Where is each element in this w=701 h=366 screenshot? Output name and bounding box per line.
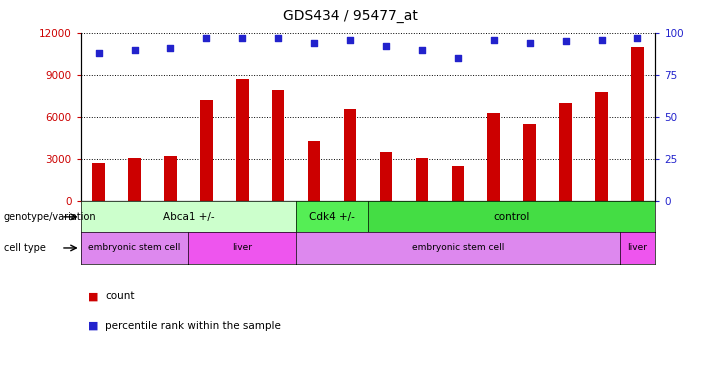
Point [596, 37, 607, 42]
Bar [343, 109, 356, 201]
Point [381, 44, 392, 49]
Point [416, 47, 428, 53]
Point [344, 37, 355, 42]
Bar [595, 92, 608, 201]
Bar [236, 79, 249, 201]
Bar [164, 156, 177, 201]
Bar [487, 113, 500, 201]
Text: cell type: cell type [4, 243, 46, 253]
Bar [128, 158, 141, 201]
Text: liver: liver [232, 243, 252, 253]
Text: ■: ■ [88, 321, 98, 331]
Point [452, 55, 463, 61]
Point [129, 47, 140, 53]
Text: genotype/variation: genotype/variation [4, 212, 96, 222]
Text: ■: ■ [88, 291, 98, 302]
Point [165, 45, 176, 51]
Point [237, 35, 248, 41]
Bar [631, 47, 644, 201]
Text: Cdk4 +/-: Cdk4 +/- [309, 212, 355, 222]
Text: count: count [105, 291, 135, 302]
Point [632, 35, 643, 41]
Bar [93, 163, 105, 201]
Text: liver: liver [627, 243, 648, 253]
Bar [559, 103, 572, 201]
Bar [380, 152, 393, 201]
Point [200, 35, 212, 41]
Bar [416, 158, 428, 201]
Text: embryonic stem cell: embryonic stem cell [88, 243, 181, 253]
Point [488, 37, 499, 42]
Text: GDS434 / 95477_at: GDS434 / 95477_at [283, 9, 418, 23]
Bar [451, 166, 464, 201]
Point [560, 38, 571, 44]
Text: control: control [494, 212, 530, 222]
Text: embryonic stem cell: embryonic stem cell [411, 243, 504, 253]
Point [524, 40, 536, 46]
Point [93, 50, 104, 56]
Bar [524, 124, 536, 201]
Point [308, 40, 320, 46]
Text: Abca1 +/-: Abca1 +/- [163, 212, 215, 222]
Bar [272, 90, 285, 201]
Bar [308, 141, 320, 201]
Point [273, 35, 284, 41]
Bar [200, 100, 212, 201]
Text: percentile rank within the sample: percentile rank within the sample [105, 321, 281, 331]
